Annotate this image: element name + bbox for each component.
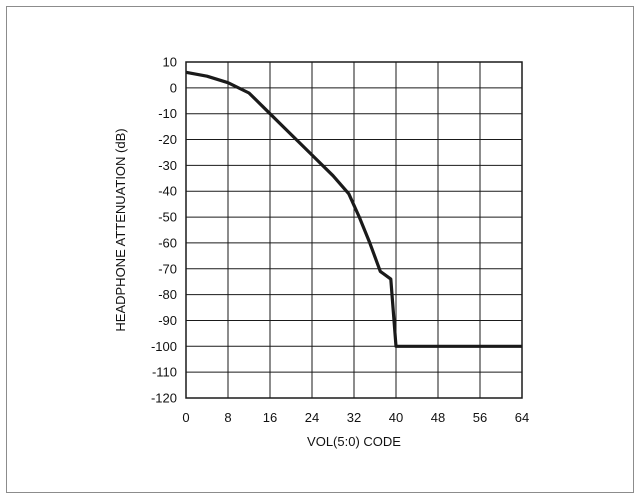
- x-tick-label: 8: [224, 410, 231, 425]
- x-tick-label: 32: [347, 410, 361, 425]
- y-tick-labels: 10 0 -10 -20 -30 -40 -50 -60 -70 -80 -90 -100 -110 -1…: [151, 55, 177, 406]
- y-tick-label: -10: [158, 106, 177, 121]
- y-tick-label: -100: [151, 339, 177, 354]
- x-tick-label: 48: [431, 410, 445, 425]
- y-tick-label: -60: [158, 235, 177, 250]
- y-tick-label: -80: [158, 287, 177, 302]
- y-tick-label: -90: [158, 313, 177, 328]
- y-tick-label: -110: [152, 365, 177, 380]
- x-tick-label: 24: [305, 410, 319, 425]
- y-tick-label: -30: [158, 158, 177, 173]
- x-tick-label: 56: [473, 410, 487, 425]
- series-layer: [185, 70, 522, 348]
- x-tick-label: 16: [263, 410, 277, 425]
- y-tick-label: -40: [158, 184, 177, 199]
- chart-svg: 10 0 -10 -20 -30 -40 -50 -60 -70 -80 -90 -100 -110 -1…: [113, 55, 529, 450]
- y-tick-label: -120: [151, 391, 177, 406]
- series-line: [185, 70, 522, 348]
- chart-frame: 10 0 -10 -20 -30 -40 -50 -60 -70 -80 -90 -100 -110 -1…: [6, 6, 634, 493]
- x-tick-label: 40: [389, 410, 403, 425]
- y-tick-label: -70: [158, 261, 177, 276]
- y-tick-label: 10: [163, 55, 177, 70]
- y-tick-label: -20: [158, 132, 177, 147]
- y-tick-label: -50: [158, 210, 177, 225]
- x-tick-labels: 0 8 16 24 32 40 48 56 64: [182, 410, 529, 425]
- x-tick-label: 0: [182, 410, 189, 425]
- y-axis-title: HEADPHONE ATTENUATION (dB): [113, 128, 128, 331]
- x-tick-label: 64: [515, 410, 529, 425]
- x-axis-title: VOL(5:0) CODE: [307, 434, 401, 449]
- plot-area: [185, 61, 523, 399]
- y-tick-label: 0: [170, 80, 177, 95]
